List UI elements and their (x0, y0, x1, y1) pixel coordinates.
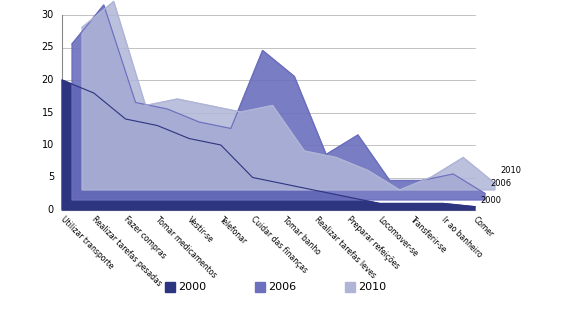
Text: Tomar banho: Tomar banho (281, 215, 323, 256)
Text: 2000: 2000 (480, 196, 501, 205)
Text: Preparar refeições: Preparar refeições (345, 215, 401, 271)
Text: 5: 5 (48, 172, 54, 183)
Text: Realizar tarefas pesadas: Realizar tarefas pesadas (90, 215, 164, 288)
Text: 30: 30 (42, 10, 54, 20)
Text: Ir ao banheiro: Ir ao banheiro (440, 215, 484, 259)
Bar (165, 282, 175, 292)
Bar (255, 282, 265, 292)
Text: 0: 0 (48, 205, 54, 215)
Polygon shape (62, 80, 475, 210)
Text: Transferir-se: Transferir-se (408, 215, 448, 255)
Text: Comer: Comer (472, 215, 496, 239)
Text: 25: 25 (42, 42, 54, 53)
Text: Vestir-se: Vestir-se (185, 215, 215, 244)
Polygon shape (72, 5, 485, 200)
Text: Tomar medicamentos: Tomar medicamentos (154, 215, 219, 280)
Text: 2006: 2006 (268, 282, 296, 292)
Text: Telefonar: Telefonar (217, 215, 248, 246)
Text: 20: 20 (42, 75, 54, 85)
Text: Realizar tarefas leves: Realizar tarefas leves (313, 215, 378, 280)
Polygon shape (82, 2, 495, 190)
Text: Locomover-se: Locomover-se (377, 215, 420, 259)
Text: Cuidar das finanças: Cuidar das finanças (250, 215, 309, 275)
Text: 15: 15 (42, 107, 54, 118)
Text: Fazer compras: Fazer compras (122, 215, 168, 261)
Text: Utilizar transporte: Utilizar transporte (58, 215, 115, 271)
Text: 2000: 2000 (178, 282, 206, 292)
Text: 2010: 2010 (500, 166, 521, 175)
Text: 2010: 2010 (358, 282, 386, 292)
Text: 2006: 2006 (490, 179, 511, 188)
Text: 10: 10 (42, 140, 54, 150)
Bar (345, 282, 355, 292)
